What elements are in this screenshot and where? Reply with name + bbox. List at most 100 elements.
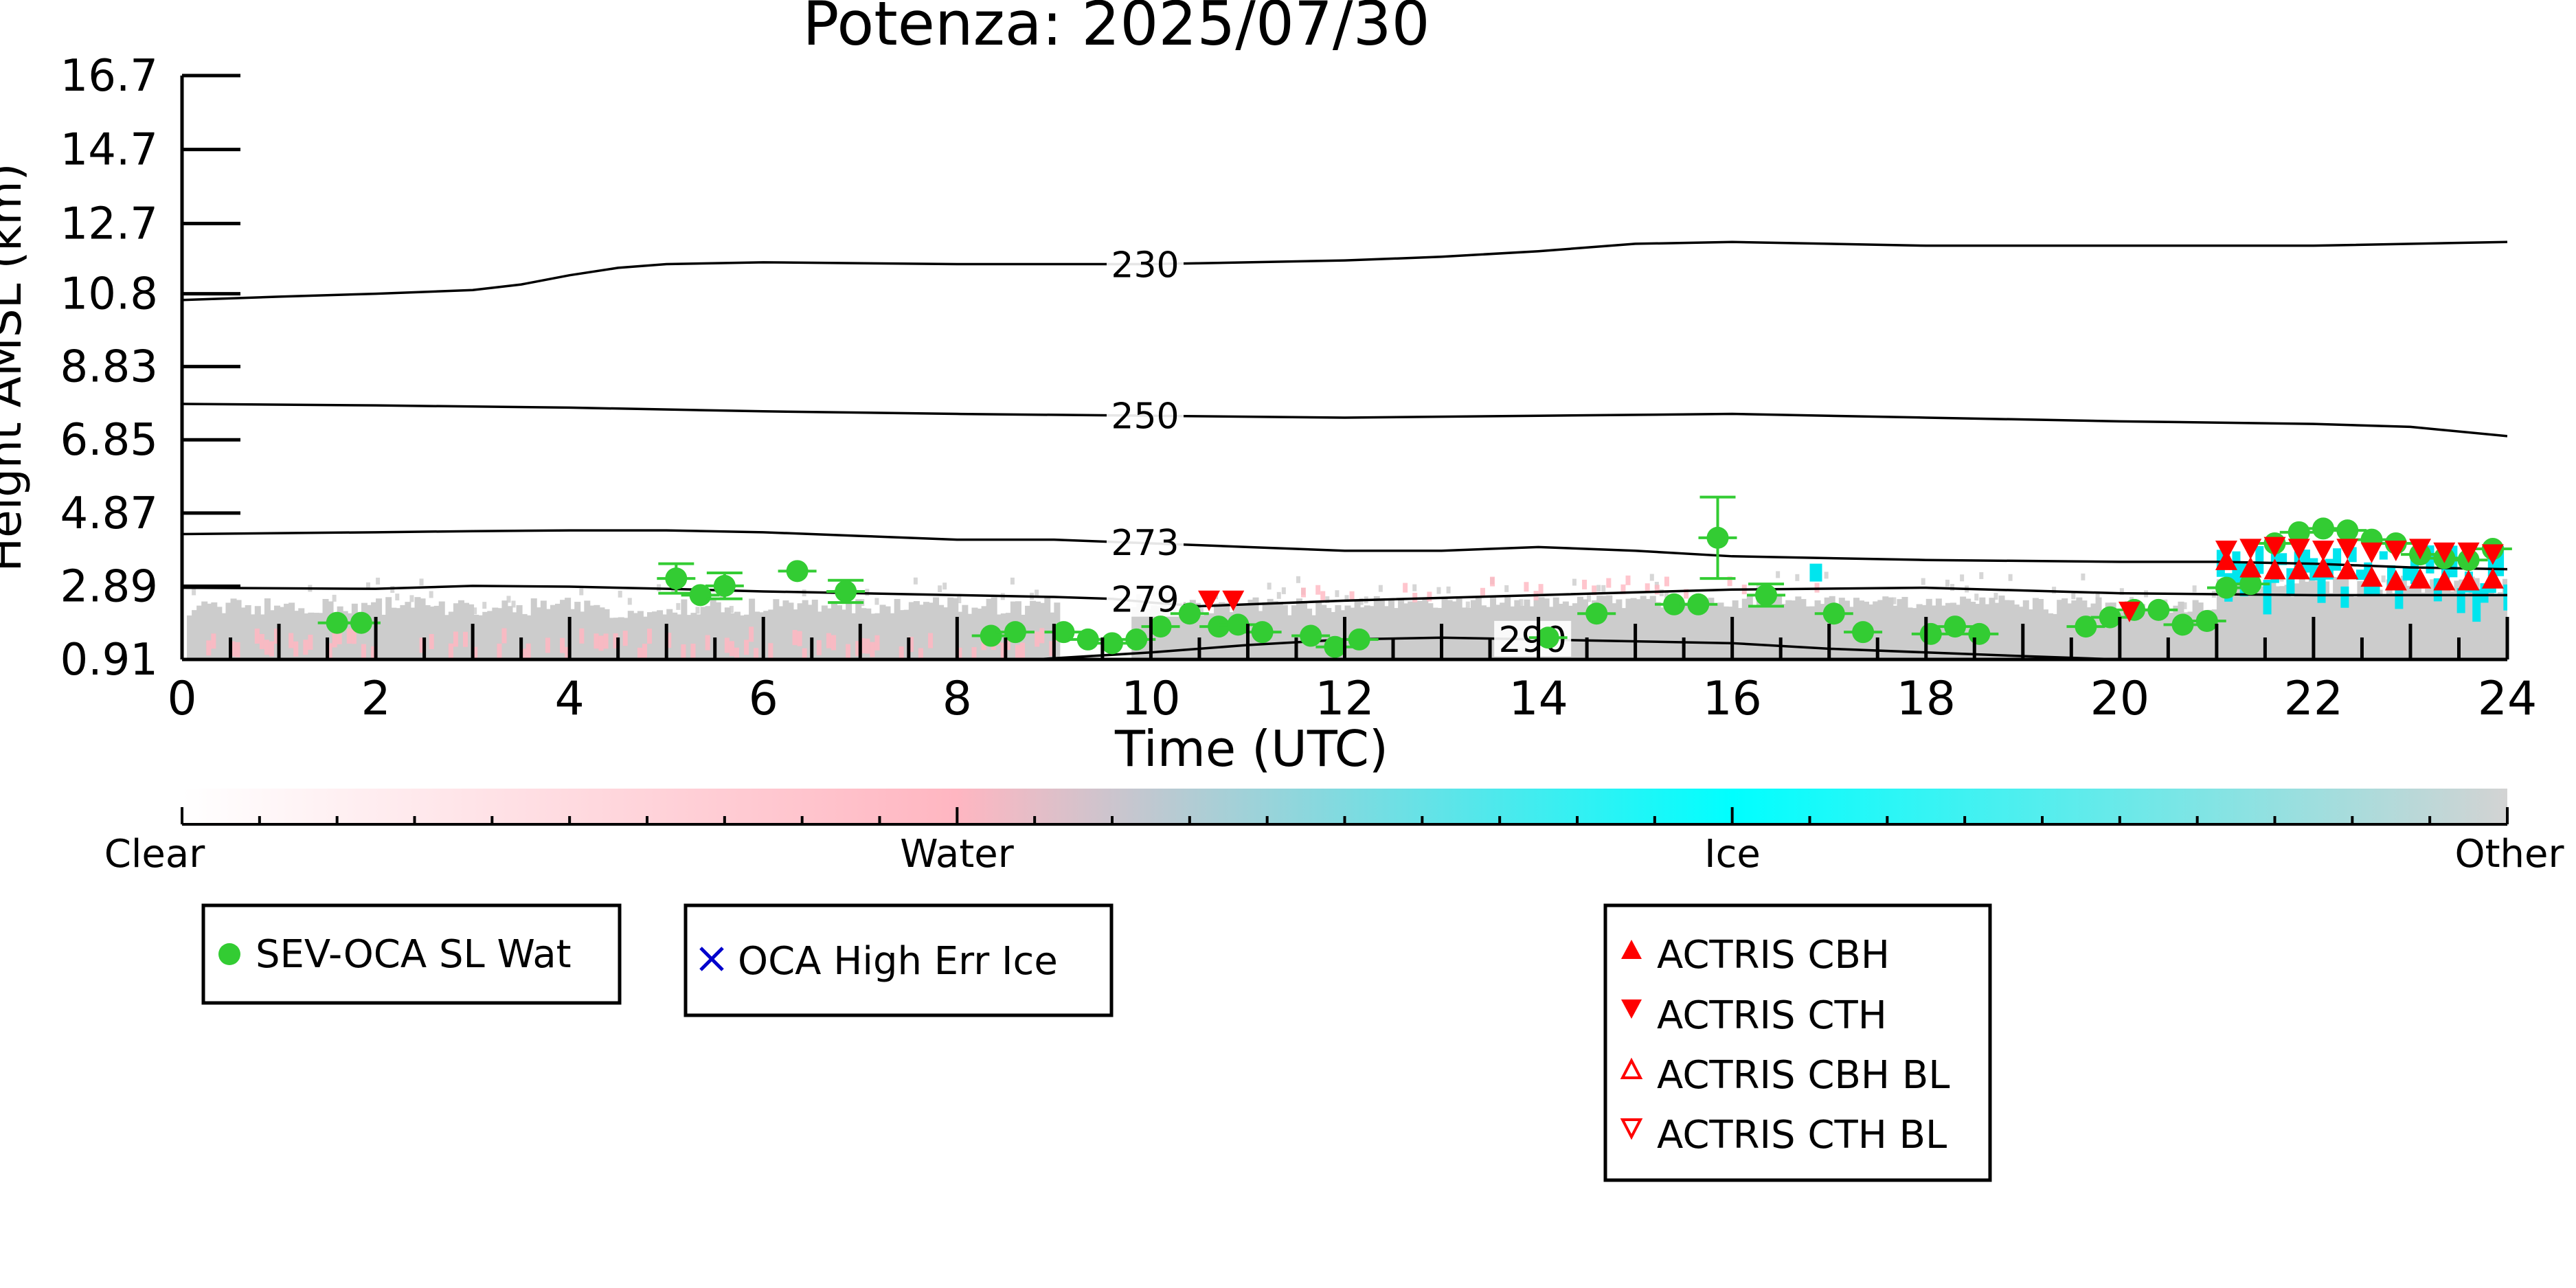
cloud-speck [506,596,511,603]
cloud-column [438,601,445,659]
isotherm-label-273: 273 [1111,523,1179,564]
cloud-column [2303,581,2310,659]
cloud-column [928,602,935,659]
cloud-column [2454,580,2461,659]
cloud-speck [695,607,700,614]
cloud-column [1674,605,1681,659]
cloud-speck [1945,579,1950,587]
cloud-column [511,612,518,659]
cloud-water [337,629,343,644]
cloud-column [530,598,537,659]
cloud-speck [2381,575,2386,583]
cloud-column [787,602,794,659]
cloud-water [754,648,760,659]
actris-cth-point [2409,539,2432,560]
cloud-column [2347,594,2354,659]
cloud-column [2168,612,2175,659]
cloud-column [2037,598,2044,659]
cloud-column [565,598,572,659]
chart-title: Potenza: 2025/07/30 [802,0,1430,59]
cloud-column [967,613,973,659]
cloud-speck [1446,586,1451,594]
cloud-ice [2301,550,2310,573]
cloud-ice [2317,576,2326,603]
cloud-column [1606,595,1613,659]
cloud-water [860,638,867,654]
cloud-water [874,635,881,651]
actris-cth-point [2239,539,2262,560]
cloud-column [773,599,780,659]
cloud-column [1679,605,1686,659]
sevoca-point [665,567,688,590]
sevoca-point [2075,615,2097,638]
cloud-column [1824,597,1831,659]
isotherm-line-230 [182,240,2507,302]
cloud-column [1761,596,1767,659]
cloud-speck [2119,588,2124,596]
cloud-column [1751,607,1758,659]
actris-cth-point [2433,542,2456,563]
cloud-column [2013,604,2020,659]
cloud-column [457,600,464,659]
cloud-water [293,641,300,657]
cloud-column [734,611,741,659]
cloud-water [666,633,673,648]
cloud-speck [1344,595,1349,602]
cloud-column [473,614,479,659]
cloud-column [584,600,591,659]
cloud-water [637,647,644,659]
cloud-column [821,605,828,659]
cloud-water [1582,579,1588,589]
cloud-column [2255,590,2262,659]
cloud-column [1592,600,1598,659]
cloud-water [647,629,653,644]
cloud-column [662,614,668,659]
sevoca-point [1968,622,1991,645]
cloud-water [501,628,508,644]
cloud-water [235,642,242,657]
cloud-speck [913,577,918,585]
cloud-column [448,611,455,659]
cloud-speck [1824,572,1829,579]
actris-cth-point [2384,541,2407,562]
cloud-speck [511,600,516,608]
cloud-column [1892,605,1899,659]
cloud-water [690,644,697,659]
cloud-column [884,606,891,659]
cloud-column [1906,607,1913,659]
actris-cbh-point [2457,569,2480,591]
cloud-column [2270,575,2276,659]
cloud-speck [409,595,414,602]
cloud-column [841,609,848,659]
cloud-column [1408,601,1414,659]
cloud-column [816,611,823,659]
cloud-column [836,605,843,659]
cloud-speck [1335,590,1340,598]
cloud-column [962,605,969,659]
cloud-column [879,605,886,659]
cloud-column [1989,598,1996,659]
cloud-column [608,618,615,659]
cloud-column [2395,583,2402,659]
cloud-column [2192,600,2199,659]
isotherm-line-273 [182,529,2507,571]
cloud-speck [1296,576,1300,583]
cloud-column [1625,598,1632,659]
cloud-column [2119,611,2126,659]
cloud-speck [395,594,400,601]
cloud-column [1170,607,1177,659]
cloud-water [613,633,620,649]
cloud-column [1344,605,1351,659]
cloud-column [2313,580,2320,659]
cloud-speck [676,602,681,610]
cloud-column [1965,598,1971,659]
x-tick-label: 22 [2284,672,2344,726]
cloud-column [1175,615,1182,659]
cloud-water [1727,576,1732,587]
cloud-water [1654,585,1660,595]
cloud-water [1015,644,1021,659]
cloud-column [2468,576,2475,659]
cloud-column [1771,600,1778,659]
cloud-ice [2379,551,2388,560]
